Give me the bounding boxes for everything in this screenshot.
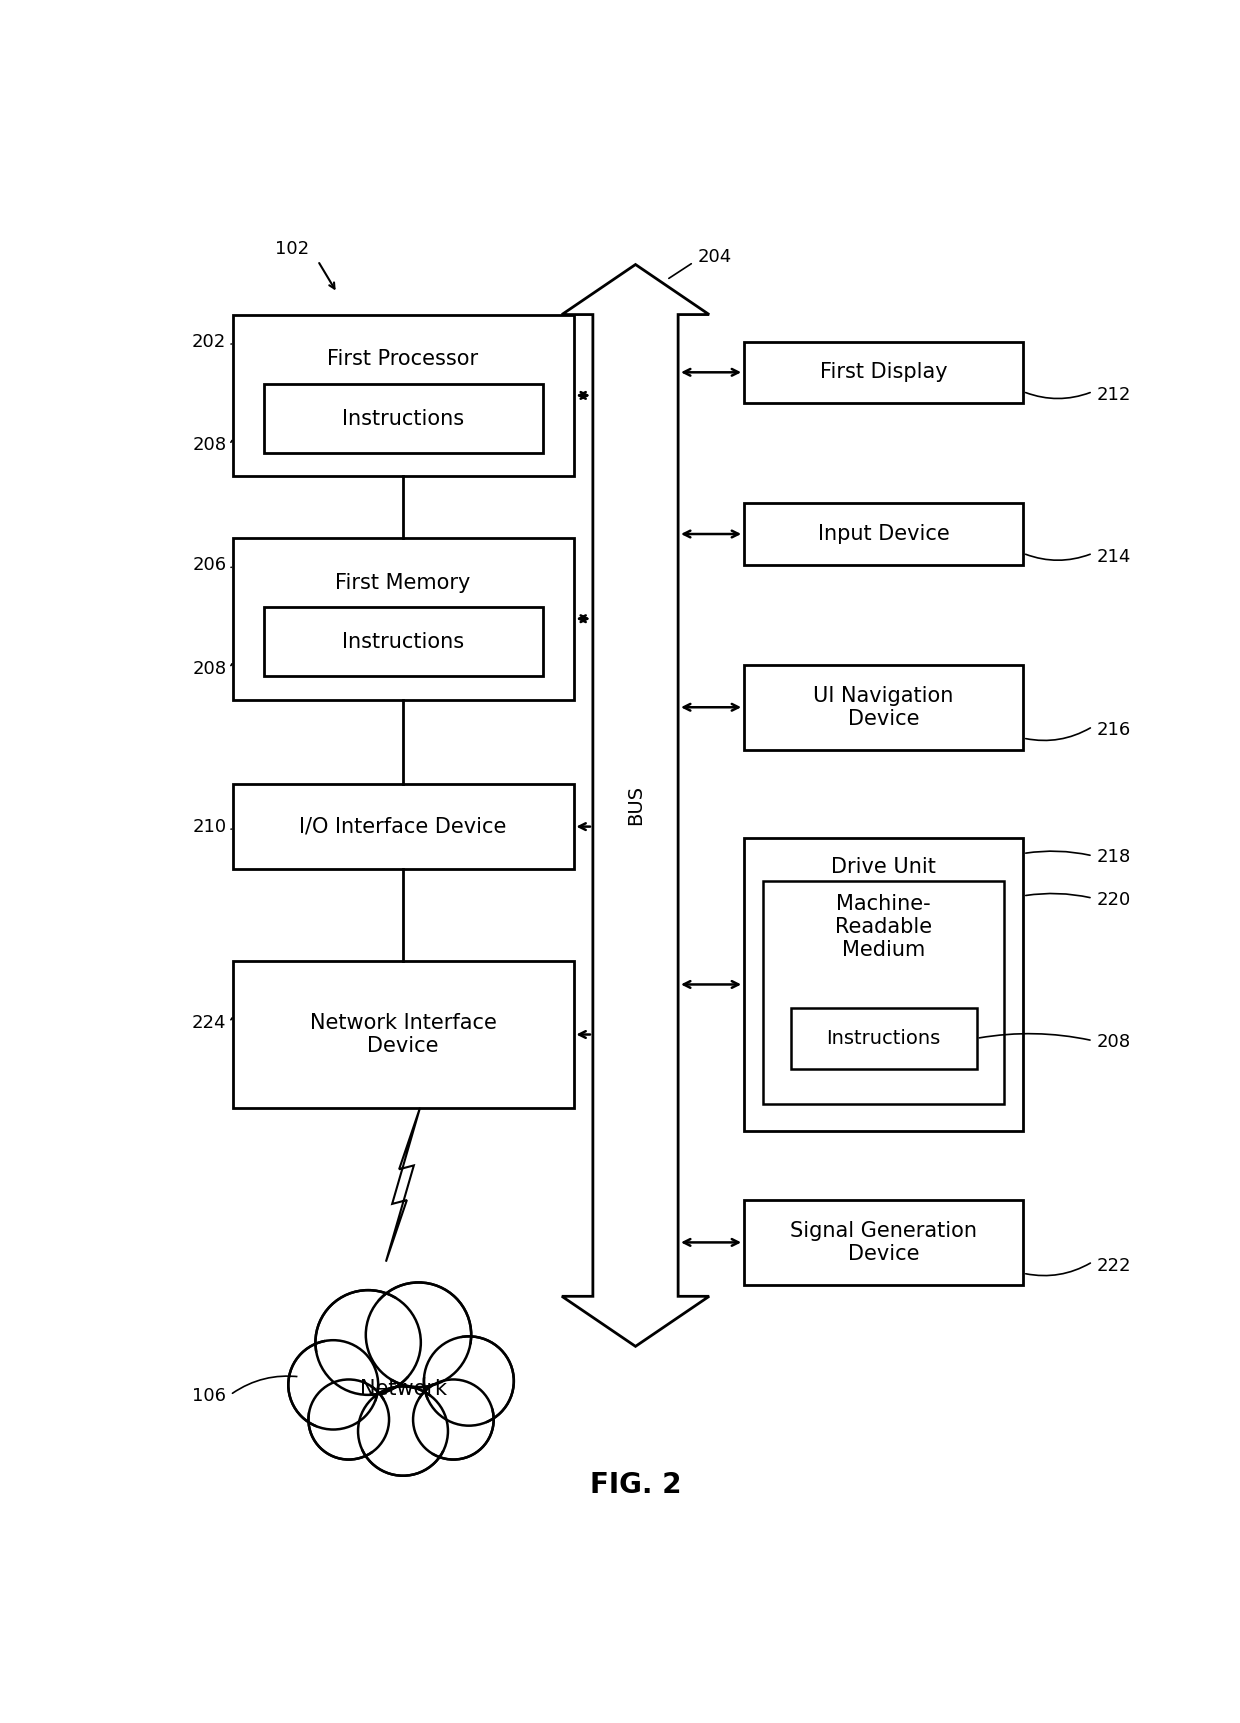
Text: 212: 212 [1096, 386, 1131, 405]
Text: 214: 214 [1096, 548, 1131, 567]
Circle shape [424, 1337, 513, 1425]
Text: Input Device: Input Device [817, 524, 950, 544]
Polygon shape [562, 265, 709, 1346]
Bar [233, 538, 573, 700]
Bar [233, 784, 573, 868]
Bar [791, 1008, 977, 1070]
Circle shape [432, 1344, 506, 1418]
Text: First Processor: First Processor [327, 350, 479, 369]
Bar [263, 606, 543, 677]
Circle shape [358, 1387, 448, 1475]
Text: 206: 206 [192, 557, 226, 574]
Bar [764, 880, 1003, 1104]
Text: 222: 222 [1096, 1256, 1131, 1275]
Circle shape [316, 1387, 382, 1452]
Bar [263, 384, 543, 453]
Bar [744, 341, 1023, 403]
Text: 208: 208 [1096, 1034, 1131, 1051]
Text: FIG. 2: FIG. 2 [590, 1471, 681, 1499]
Text: 106: 106 [192, 1387, 226, 1406]
Text: I/O Interface Device: I/O Interface Device [299, 817, 507, 837]
Bar [744, 665, 1023, 750]
Text: First Display: First Display [820, 362, 947, 383]
Polygon shape [386, 1108, 420, 1261]
Text: 204: 204 [697, 248, 732, 265]
Bar [233, 315, 573, 476]
Circle shape [315, 1291, 420, 1396]
Circle shape [376, 1292, 461, 1378]
Text: BUS: BUS [626, 786, 645, 825]
Text: 210: 210 [192, 818, 226, 836]
Text: Machine-
Readable
Medium: Machine- Readable Medium [835, 894, 932, 960]
Circle shape [366, 1282, 471, 1387]
Text: 224: 224 [192, 1013, 226, 1032]
Bar [744, 503, 1023, 565]
Text: 216: 216 [1096, 722, 1131, 739]
Circle shape [296, 1347, 370, 1421]
Text: Network Interface
Device: Network Interface Device [310, 1013, 496, 1056]
Text: First Memory: First Memory [335, 572, 471, 593]
Bar [744, 1199, 1023, 1285]
Text: 220: 220 [1096, 891, 1131, 908]
Text: Instructions: Instructions [342, 408, 464, 429]
Text: Instructions: Instructions [342, 632, 464, 651]
Text: UI Navigation
Device: UI Navigation Device [813, 686, 954, 729]
Bar [233, 961, 573, 1108]
Text: Network: Network [360, 1378, 446, 1399]
Circle shape [325, 1299, 412, 1385]
Text: 218: 218 [1096, 848, 1131, 867]
Circle shape [288, 1340, 378, 1430]
Text: 102: 102 [275, 239, 309, 258]
Text: 208: 208 [192, 436, 226, 455]
Text: 202: 202 [192, 333, 226, 350]
Text: 208: 208 [192, 660, 226, 677]
Text: Signal Generation
Device: Signal Generation Device [790, 1222, 977, 1265]
Bar [744, 837, 1023, 1130]
Circle shape [366, 1394, 440, 1468]
Circle shape [309, 1380, 389, 1459]
Circle shape [413, 1380, 494, 1459]
Circle shape [420, 1387, 486, 1452]
Text: Drive Unit: Drive Unit [831, 858, 936, 877]
Text: Instructions: Instructions [826, 1029, 941, 1048]
